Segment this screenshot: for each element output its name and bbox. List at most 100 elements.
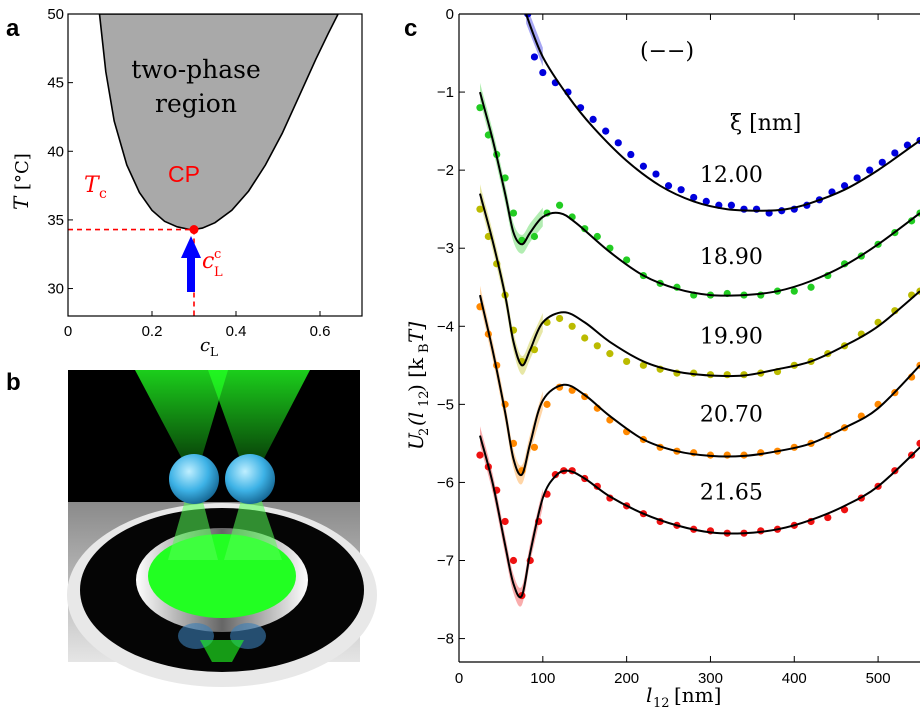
tc-label: T: [84, 173, 101, 198]
y-tick-label-a: 35: [47, 212, 64, 229]
x-tick-label-c: 200: [614, 670, 639, 687]
x-axis-label-c-sub: 12: [653, 696, 670, 711]
data-point: [639, 361, 648, 369]
potential-panel: 0 100 200 300 400 500 0 −1 −2 −3 −4 −5 −6 −7 −8 12.00…: [404, 6, 920, 711]
data-point: [606, 350, 614, 358]
uncertainty-bands: [480, 14, 543, 607]
data-points: [476, 14, 920, 600]
x-tick-label-a: 0: [64, 323, 72, 340]
data-point: [623, 357, 631, 366]
y-tick-label-c: −3: [437, 240, 454, 257]
svg-text:B: B: [417, 343, 432, 353]
data-point: [602, 127, 610, 135]
data-point: [476, 205, 484, 213]
laser-beam-1-top: [135, 370, 228, 470]
bead-2-label: 2: [278, 454, 289, 475]
y-tick-label-a: 40: [47, 143, 64, 160]
x-axis-label-a-sub: L: [210, 345, 218, 359]
x-tick-label-c: 400: [782, 670, 807, 687]
data-point: [593, 232, 601, 241]
y-tick-label-c: −1: [437, 84, 454, 101]
x-tick-label-c: 100: [530, 670, 555, 687]
y-tick-label-c: −6: [437, 474, 454, 491]
data-point: [614, 139, 622, 147]
data-point: [476, 104, 484, 112]
y-tick-label-c: −5: [437, 396, 454, 413]
data-point: [723, 451, 731, 459]
boundary-condition-label: (−−): [640, 39, 694, 64]
data-point: [543, 400, 551, 408]
uncertainty-band: [480, 82, 543, 254]
x-tick-label-c: 300: [698, 670, 723, 687]
xi-header: ξ [nm]: [730, 111, 801, 136]
data-point: [568, 322, 576, 330]
data-point: [903, 141, 912, 149]
transmitted-light: [200, 640, 244, 662]
data-point: [555, 314, 564, 323]
x-axis-ticks-c: 0 100 200 300 400 500: [455, 14, 891, 687]
data-point: [916, 439, 920, 447]
fit-curve: [479, 91, 920, 297]
svg-text:12: 12: [417, 390, 432, 407]
y-axis-label-c: U 2 (l 12 ) [k B T]: [404, 322, 432, 450]
y-tick-label-a: 50: [47, 6, 64, 23]
data-point: [509, 209, 518, 217]
fit-curve: [525, 14, 920, 212]
panel-label-c: c: [404, 15, 417, 42]
x-tick-label-c: 0: [455, 670, 463, 687]
two-phase-region: [98, 14, 339, 231]
data-point: [589, 115, 597, 123]
series-label: 18.90: [700, 245, 763, 270]
series-label: 19.90: [700, 324, 763, 349]
series-label: 21.65: [700, 481, 763, 506]
y-tick-label-c: −2: [437, 162, 454, 179]
data-point: [551, 471, 559, 479]
laser-beam-2-top: [208, 370, 310, 470]
uncertainty-band: [480, 285, 543, 485]
data-point: [623, 256, 631, 264]
data-point: [690, 193, 698, 202]
svg-text:) [k: ) [k: [404, 357, 428, 392]
data-point: [530, 232, 539, 241]
data-point: [866, 166, 874, 174]
data-point: [501, 174, 509, 182]
data-point: [853, 174, 861, 182]
critical-concentration-arrow: [181, 236, 201, 292]
data-point: [530, 443, 539, 451]
fit-curve: [479, 193, 920, 378]
x-tick-label-a: 0.2: [142, 323, 163, 340]
x-tick-label-c: 500: [866, 670, 891, 687]
data-point: [581, 225, 589, 233]
y-axis-label-a: T [°C]: [9, 153, 33, 210]
data-point: [878, 158, 886, 166]
series-label: 12.00: [700, 163, 763, 188]
clc-label: c: [202, 249, 214, 274]
data-point: [807, 283, 815, 291]
data-point: [530, 346, 539, 354]
clc-label-sup: c: [214, 247, 221, 262]
critical-point-label: CP: [168, 161, 200, 187]
data-point: [530, 53, 539, 61]
laser-beam-1-bottom: [168, 490, 218, 560]
svg-text:2: 2: [417, 428, 432, 436]
data-point: [639, 162, 648, 170]
bead-2: [225, 454, 275, 504]
bead-1: [169, 454, 219, 504]
y-tick-label-c: −4: [437, 318, 454, 335]
svg-text:(l: (l: [404, 412, 428, 426]
data-point: [593, 342, 601, 350]
data-point: [652, 170, 660, 178]
optical-trap-illustration: 1 2: [67, 370, 377, 687]
axes-frame-a: [67, 13, 363, 317]
data-point: [790, 287, 798, 295]
data-point: [501, 517, 509, 526]
x-axis-label-c: l: [646, 683, 652, 707]
data-point: [702, 197, 710, 205]
data-point: [664, 182, 673, 190]
clc-label-sub: L: [214, 265, 223, 280]
y-tick-label-a: 45: [47, 75, 64, 92]
data-point: [581, 334, 589, 342]
y-axis-ticks-a: 30 35 40 45 50: [47, 6, 73, 298]
critical-point-marker: [189, 225, 199, 235]
